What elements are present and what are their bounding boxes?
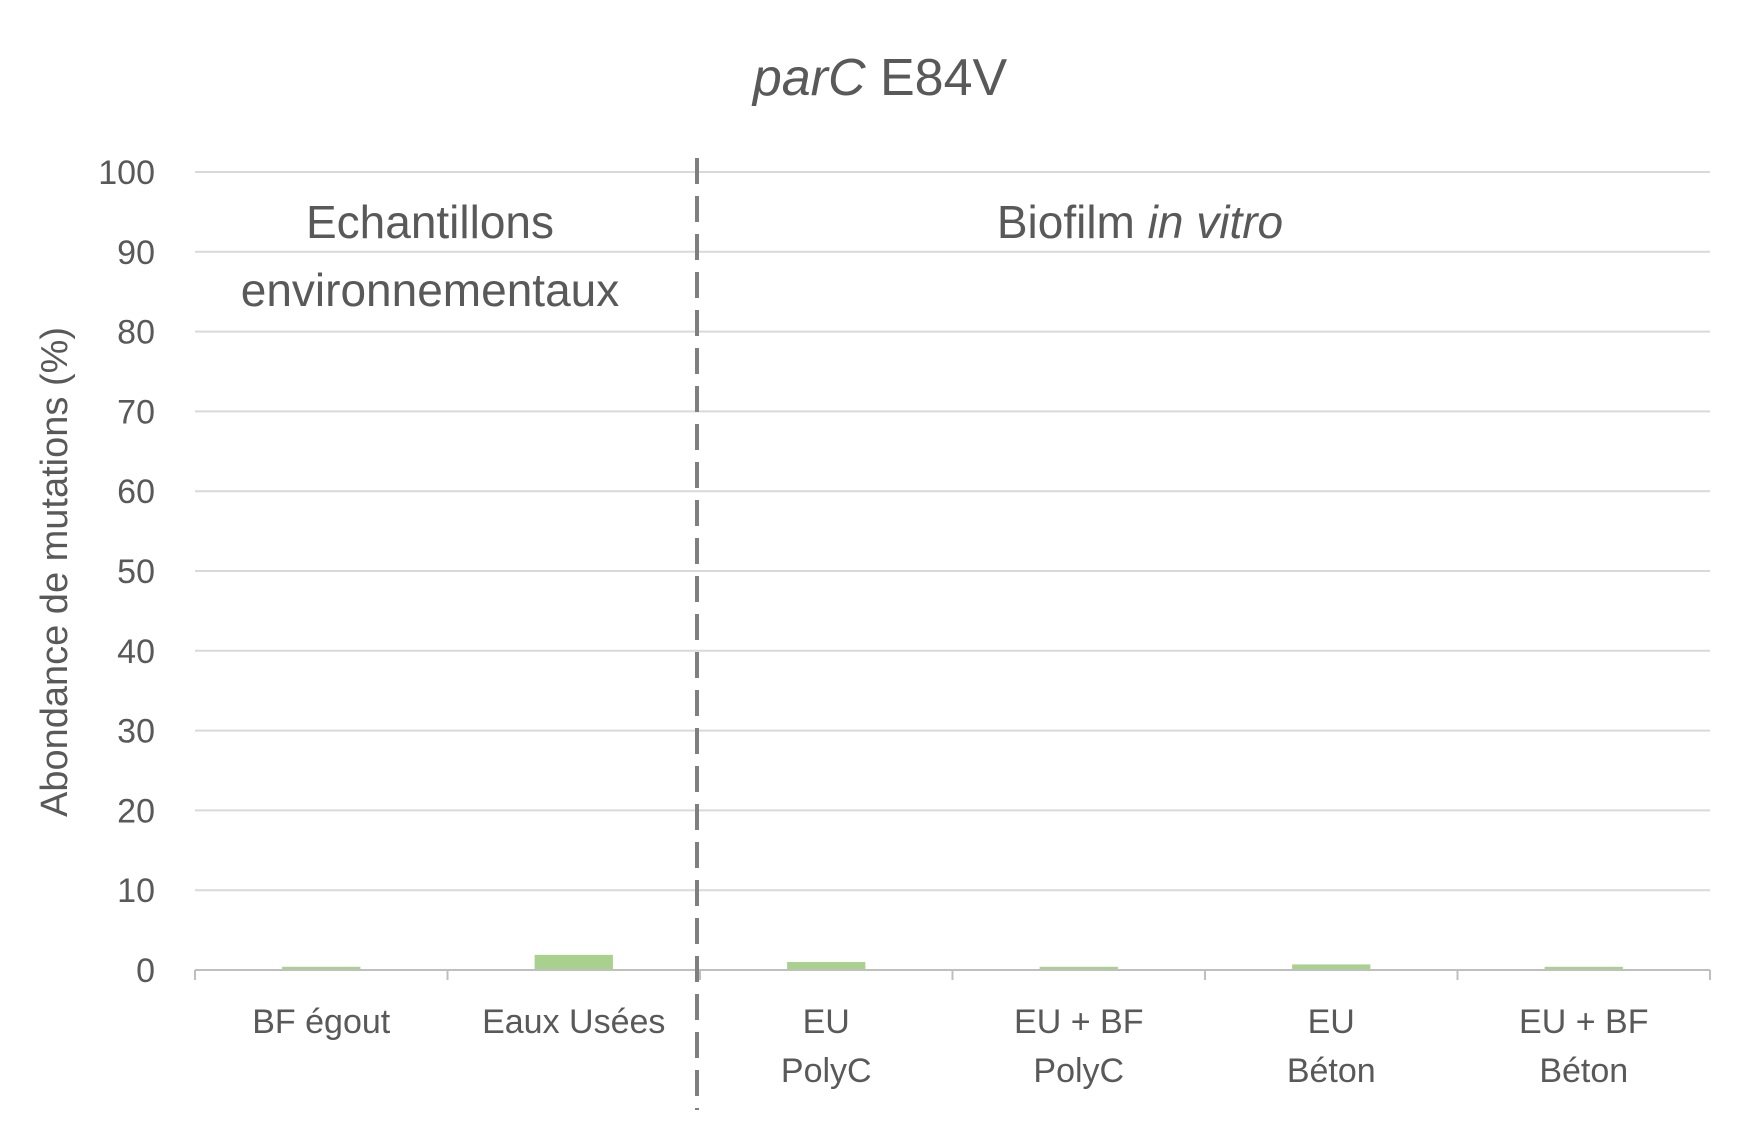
y-tick-label: 90 [117, 234, 155, 272]
y-tick-label: 10 [117, 872, 155, 910]
chart-title: parC E84V [751, 49, 1008, 107]
x-category-label: EU Béton [1287, 1003, 1376, 1090]
y-tick-label: 20 [117, 792, 155, 830]
y-tick-label: 100 [98, 154, 155, 192]
y-tick-label: 60 [117, 473, 155, 511]
bar [787, 962, 866, 970]
x-axis-categories: BF égout Eaux Usées EU PolyC EU + BF PolyC EU B… [252, 1003, 1648, 1090]
y-tick-label: 30 [117, 713, 155, 751]
bar [534, 954, 613, 970]
bar [282, 966, 361, 970]
y-tick-label: 50 [117, 553, 155, 591]
x-category-label: EU + BF Béton [1519, 1003, 1648, 1090]
y-tick-label: 40 [117, 633, 155, 671]
y-axis-label: Abondance de mutations (%) [34, 327, 76, 817]
x-axis [194, 969, 1711, 980]
group-label: Echantillons environnementaux [241, 196, 619, 316]
x-category-label: BF égout [252, 1003, 391, 1041]
x-category-label: Eaux Usées [482, 1003, 665, 1041]
x-category-label: EU + BF PolyC [1014, 1003, 1143, 1090]
group-labels: Echantillons environnementaux Biofilm in v… [241, 196, 1283, 316]
gridlines [195, 171, 1710, 892]
x-category-label: EU PolyC [781, 1003, 872, 1090]
y-tick-label: 80 [117, 314, 155, 352]
group-label: Biofilm in vitro [997, 196, 1283, 248]
bar [1544, 966, 1623, 970]
bar [1292, 964, 1371, 970]
y-tick-label: 0 [136, 952, 155, 990]
y-tick-label: 70 [117, 393, 155, 431]
y-axis-ticks: 0 10 20 30 40 50 60 70 80 90 100 [98, 154, 155, 990]
bars [282, 954, 1623, 970]
bar [1039, 966, 1118, 970]
